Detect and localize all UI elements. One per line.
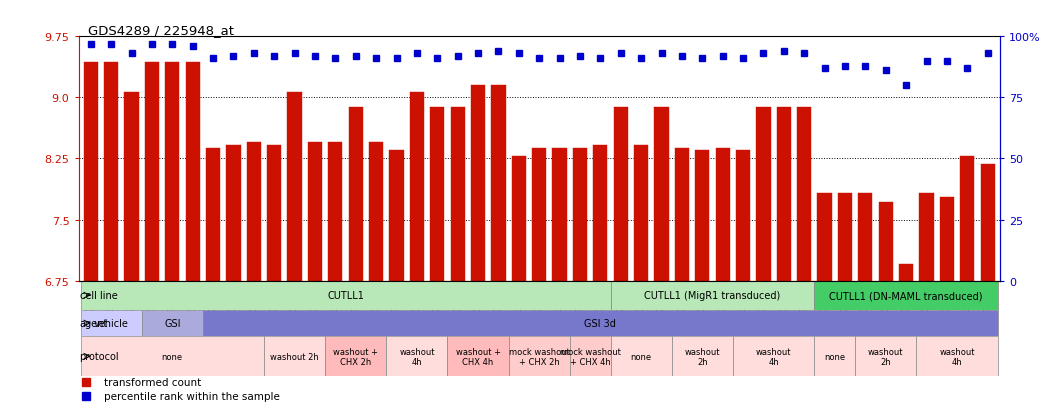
Bar xyxy=(328,143,342,281)
Bar xyxy=(919,194,934,281)
Bar xyxy=(855,337,916,376)
Text: vehicle: vehicle xyxy=(93,318,129,328)
Text: protocol: protocol xyxy=(80,351,119,361)
Bar xyxy=(654,108,669,281)
Bar xyxy=(81,337,264,376)
Bar xyxy=(409,93,424,281)
Bar xyxy=(960,157,975,281)
Text: washout +
CHX 2h: washout + CHX 2h xyxy=(333,347,378,366)
Bar xyxy=(859,194,872,281)
Text: none: none xyxy=(824,352,845,361)
Bar xyxy=(570,337,610,376)
Text: agent: agent xyxy=(80,318,108,328)
Bar xyxy=(532,149,547,281)
Bar xyxy=(144,63,159,281)
Text: none: none xyxy=(161,352,183,361)
Text: washout
4h: washout 4h xyxy=(939,347,975,366)
Bar xyxy=(369,143,383,281)
Text: transformed count: transformed count xyxy=(105,377,202,387)
Bar xyxy=(288,93,302,281)
Bar xyxy=(777,108,790,281)
Bar xyxy=(308,143,322,281)
Bar xyxy=(614,108,628,281)
Bar xyxy=(916,337,998,376)
Bar xyxy=(573,149,587,281)
Bar xyxy=(815,281,998,310)
Bar xyxy=(610,281,815,310)
Text: none: none xyxy=(630,352,651,361)
Bar xyxy=(695,151,710,281)
Bar xyxy=(226,145,241,281)
Text: washout
2h: washout 2h xyxy=(685,347,720,366)
Text: mock washout
+ CHX 2h: mock washout + CHX 2h xyxy=(509,347,570,366)
Bar xyxy=(838,194,852,281)
Bar xyxy=(81,281,610,310)
Bar xyxy=(247,143,261,281)
Bar xyxy=(672,337,733,376)
Bar xyxy=(981,165,995,281)
Bar xyxy=(594,145,607,281)
Bar xyxy=(264,337,326,376)
Bar xyxy=(447,337,509,376)
Bar xyxy=(141,310,203,337)
Bar xyxy=(756,108,771,281)
Text: washout
4h: washout 4h xyxy=(756,347,792,366)
Text: washout +
CHX 4h: washout + CHX 4h xyxy=(455,347,500,366)
Bar xyxy=(386,337,447,376)
Bar xyxy=(389,151,404,281)
Bar xyxy=(206,149,220,281)
Bar xyxy=(899,265,913,281)
Bar xyxy=(512,157,526,281)
Text: GSI 3d: GSI 3d xyxy=(584,318,617,328)
Bar xyxy=(491,86,506,281)
Text: cell line: cell line xyxy=(80,290,117,300)
Bar xyxy=(267,145,282,281)
Bar xyxy=(940,197,954,281)
Bar xyxy=(815,337,855,376)
Bar xyxy=(165,63,179,281)
Bar xyxy=(104,63,118,281)
Bar xyxy=(326,337,386,376)
Text: GSI: GSI xyxy=(164,318,180,328)
Bar xyxy=(471,86,485,281)
Bar xyxy=(736,151,751,281)
Bar xyxy=(610,337,672,376)
Bar xyxy=(185,63,200,281)
Text: washout
4h: washout 4h xyxy=(399,347,435,366)
Bar xyxy=(818,194,831,281)
Bar xyxy=(878,202,893,281)
Text: GDS4289 / 225948_at: GDS4289 / 225948_at xyxy=(88,24,233,37)
Bar xyxy=(509,337,570,376)
Bar xyxy=(674,149,689,281)
Bar xyxy=(81,310,141,337)
Bar xyxy=(450,108,465,281)
Bar xyxy=(797,108,811,281)
Text: CUTLL1: CUTLL1 xyxy=(327,290,364,300)
Text: CUTLL1 (MigR1 transduced): CUTLL1 (MigR1 transduced) xyxy=(644,290,781,300)
Text: CUTLL1 (DN-MAML transduced): CUTLL1 (DN-MAML transduced) xyxy=(829,290,983,300)
Bar xyxy=(634,145,648,281)
Text: washout
2h: washout 2h xyxy=(868,347,904,366)
Bar xyxy=(125,93,138,281)
Bar xyxy=(733,337,815,376)
Text: mock washout
+ CHX 4h: mock washout + CHX 4h xyxy=(560,347,621,366)
Bar xyxy=(203,310,998,337)
Bar xyxy=(84,63,97,281)
Bar xyxy=(553,149,566,281)
Text: washout 2h: washout 2h xyxy=(270,352,319,361)
Bar xyxy=(430,108,444,281)
Text: percentile rank within the sample: percentile rank within the sample xyxy=(105,391,281,401)
Bar xyxy=(715,149,730,281)
Bar xyxy=(349,108,363,281)
